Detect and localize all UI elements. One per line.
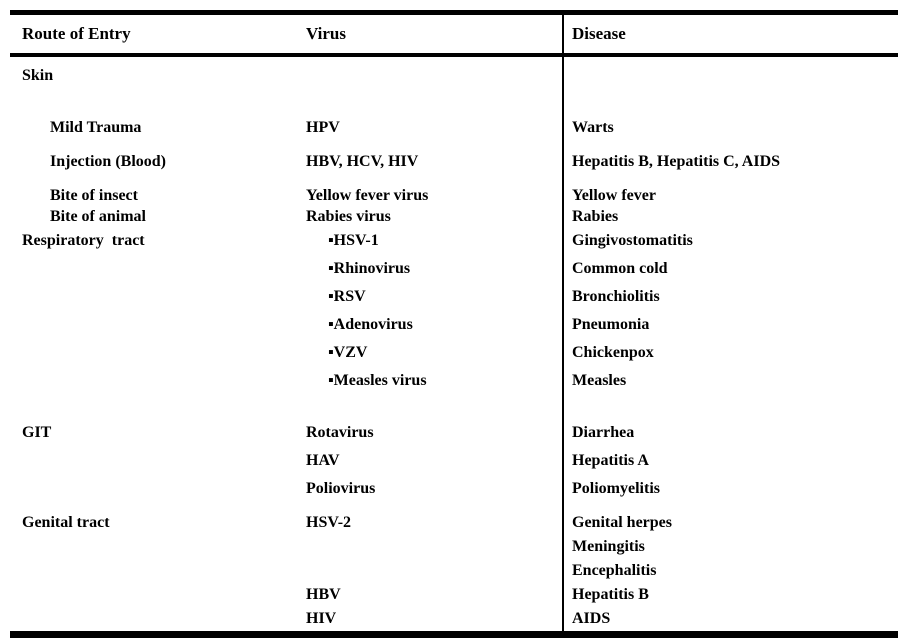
virus-rsv: ▪RSV: [328, 288, 366, 305]
virus-hpv: HPV: [306, 119, 340, 136]
mild-trauma-virus-cell: HPV: [306, 117, 562, 151]
virus-vzv: ▪VZV: [328, 344, 368, 361]
genital-route-cell: Genital tract: [10, 507, 306, 631]
skin-disease-cell: [562, 57, 898, 117]
virus-rhinovirus: ▪Rhinovirus: [328, 260, 411, 277]
column-header-disease: Disease: [572, 24, 626, 43]
injection-virus-cell: HBV, HCV, HIV: [306, 151, 562, 185]
mild-trauma-disease-cell: Warts: [562, 117, 898, 151]
disease-hepatitis-b: Hepatitis B: [572, 586, 649, 603]
bites-disease-cell: Yellow fever Rabies: [562, 185, 898, 227]
mild-trauma-route-cell: Mild Trauma: [10, 117, 306, 151]
disease-measles: Measles: [572, 372, 627, 389]
disease-genital-herpes: Genital herpes: [572, 514, 672, 531]
genital-disease-cell: Genital herpes Meningitis Encephalitis H…: [562, 507, 898, 631]
virus-rotavirus: Rotavirus: [306, 424, 374, 441]
virus-rabies: Rabies virus: [306, 208, 391, 225]
route-git: GIT: [22, 424, 52, 441]
virus-hsv1: ▪HSV-1: [328, 232, 379, 249]
route-skin: Skin: [22, 67, 54, 84]
virus-hbv: HBV: [306, 586, 341, 603]
bites-virus-cell: Yellow fever virus Rabies virus: [306, 185, 562, 227]
table-row-injection-blood: Injection (Blood) HBV, HCV, HIV Hepatiti…: [10, 151, 898, 185]
disease-diarrhea: Diarrhea: [572, 424, 635, 441]
disease-yellow-fever: Yellow fever: [572, 187, 656, 204]
header-cell-virus: Virus: [306, 15, 562, 53]
disease-chickenpox: Chickenpox: [572, 344, 654, 361]
disease-aids: AIDS: [572, 610, 611, 627]
git-disease-cell: Diarrhea Hepatitis A Poliomyelitis: [562, 411, 898, 507]
route-genital-tract: Genital tract: [22, 514, 110, 531]
virus-adenovirus: ▪Adenovirus: [328, 316, 413, 333]
disease-bronchiolitis: Bronchiolitis: [572, 288, 660, 305]
respiratory-disease-cell: Gingivostomatitis Common cold Bronchioli…: [562, 227, 898, 411]
table-row-bites: Bite of insect Bite of animal Yellow fev…: [10, 185, 898, 227]
virus-measles: ▪Measles virus: [328, 372, 427, 389]
virus-yellow-fever: Yellow fever virus: [306, 187, 429, 204]
virus-hiv: HIV: [306, 610, 337, 627]
header-cell-disease: Disease: [562, 15, 898, 53]
table-header-row: Route of Entry Virus Disease: [10, 15, 898, 57]
virus-blank-2: [306, 559, 562, 583]
disease-common-cold: Common cold: [572, 260, 668, 277]
table-row-mild-trauma: Mild Trauma HPV Warts: [10, 117, 898, 151]
table-row-respiratory-tract: Respiratory tract ▪HSV-1 ▪Rhinovirus ▪RS…: [10, 227, 898, 411]
route-bite-of-animal: Bite of animal: [50, 208, 146, 225]
respiratory-route-cell: Respiratory tract: [10, 227, 306, 411]
disease-hepatitis-b-c-aids: Hepatitis B, Hepatitis C, AIDS: [572, 153, 781, 170]
table-row-genital-tract: Genital tract HSV-2 HBV HIV Genital herp…: [10, 507, 898, 631]
route-bite-of-insect: Bite of insect: [50, 187, 138, 204]
disease-warts: Warts: [572, 119, 614, 136]
skin-virus-cell: [306, 57, 562, 117]
respiratory-virus-cell: ▪HSV-1 ▪Rhinovirus ▪RSV ▪Adenovirus ▪VZV…: [306, 227, 562, 411]
disease-gingivostomatitis: Gingivostomatitis: [572, 232, 693, 249]
table-row-skin-section: Skin: [10, 57, 898, 117]
virus-blank-1: [306, 535, 562, 559]
virus-hbv-hcv-hiv: HBV, HCV, HIV: [306, 153, 419, 170]
disease-rabies: Rabies: [572, 208, 619, 225]
bites-route-cell: Bite of insect Bite of animal: [10, 185, 306, 227]
virus-hav: HAV: [306, 452, 340, 469]
git-virus-cell: Rotavirus HAV Poliovirus: [306, 411, 562, 507]
column-header-virus: Virus: [306, 24, 346, 43]
disease-hepatitis-a: Hepatitis A: [572, 452, 649, 469]
injection-route-cell: Injection (Blood): [10, 151, 306, 185]
disease-poliomyelitis: Poliomyelitis: [572, 480, 660, 497]
header-cell-route: Route of Entry: [10, 15, 306, 53]
skin-route-cell: Skin: [10, 57, 306, 117]
route-respiratory-tract: Respiratory tract: [22, 232, 145, 249]
disease-encephalitis: Encephalitis: [572, 562, 657, 579]
git-route-cell: GIT: [10, 411, 306, 507]
virus-route-of-entry-table: Route of Entry Virus Disease Skin Mild T…: [10, 10, 898, 638]
virus-hsv2: HSV-2: [306, 514, 352, 531]
table-row-git: GIT Rotavirus HAV Poliovirus Diarrhea He…: [10, 411, 898, 507]
disease-pneumonia: Pneumonia: [572, 316, 650, 333]
virus-poliovirus: Poliovirus: [306, 480, 376, 497]
route-mild-trauma: Mild Trauma: [50, 119, 142, 136]
injection-disease-cell: Hepatitis B, Hepatitis C, AIDS: [562, 151, 898, 185]
disease-meningitis: Meningitis: [572, 538, 645, 555]
genital-virus-cell: HSV-2 HBV HIV: [306, 507, 562, 631]
column-header-route-of-entry: Route of Entry: [22, 24, 131, 43]
route-injection-blood: Injection (Blood): [50, 153, 166, 170]
